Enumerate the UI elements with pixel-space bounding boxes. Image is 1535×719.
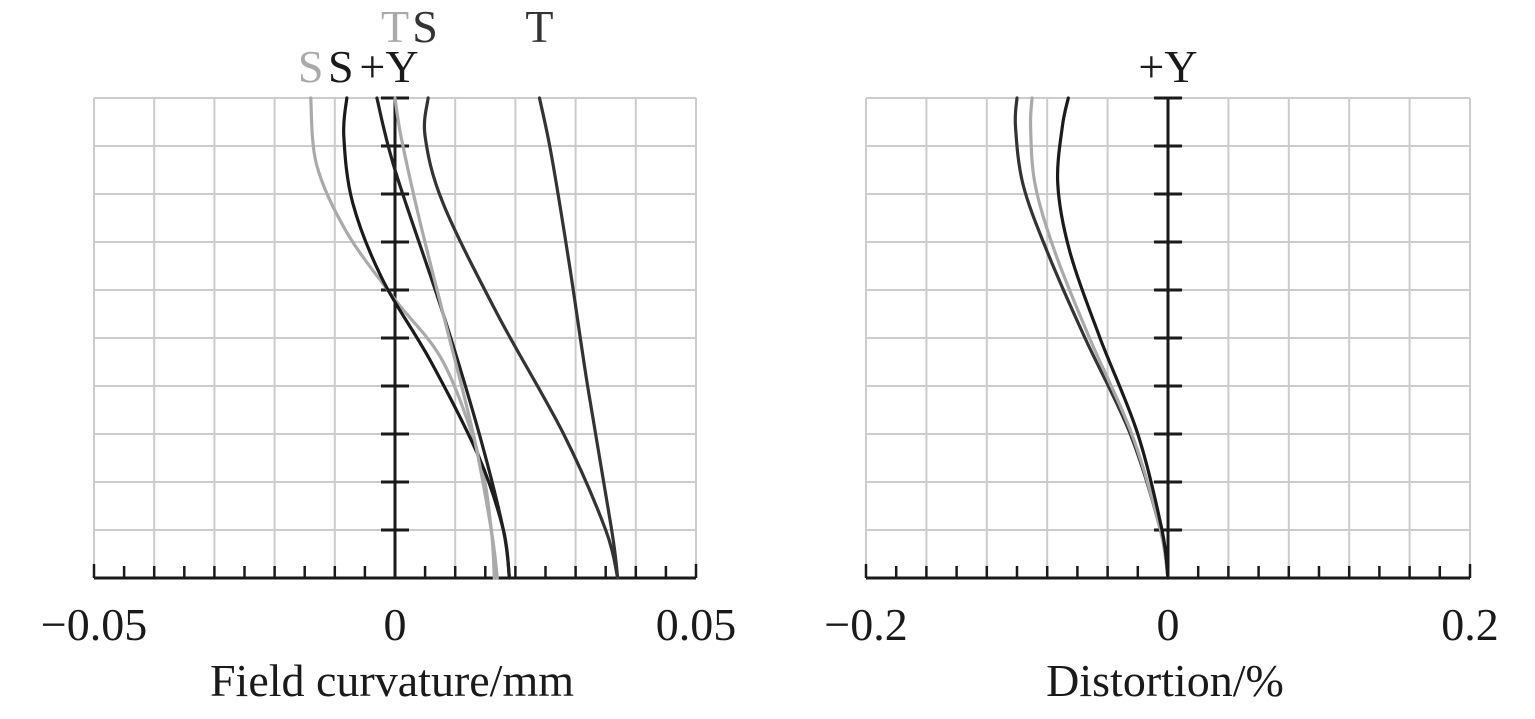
fc-curve-5: [422, 96, 620, 580]
curve-label: S: [412, 1, 438, 52]
curve-label: +Y: [359, 41, 418, 92]
x-tick-label: 0: [384, 599, 407, 650]
fc-curve-4: [393, 96, 499, 580]
x-tick-label: −0.2: [824, 599, 907, 650]
curve-label: S: [328, 41, 354, 92]
curve-label: T: [381, 1, 409, 52]
fc-curve-3: [375, 96, 511, 580]
x-tick-label: −0.05: [41, 599, 147, 650]
dist-curve-3: [1055, 96, 1170, 580]
dist-curve-2: [1028, 96, 1170, 580]
x-tick-label: 0.05: [656, 599, 737, 650]
x-axis-title: Field curvature/mm: [210, 655, 574, 706]
x-tick-label: 0: [1157, 599, 1180, 650]
curve-label: S: [298, 41, 324, 92]
fc-curve-6: [537, 96, 620, 580]
x-axis-title: Distortion/%: [1046, 655, 1284, 706]
distortion-chart: −0.2 0 0.2 Distortion/% +Y: [824, 41, 1498, 706]
curve-label: +Y: [1138, 41, 1197, 92]
curve-label: T: [525, 1, 553, 52]
x-tick-label: 0.2: [1441, 599, 1499, 650]
